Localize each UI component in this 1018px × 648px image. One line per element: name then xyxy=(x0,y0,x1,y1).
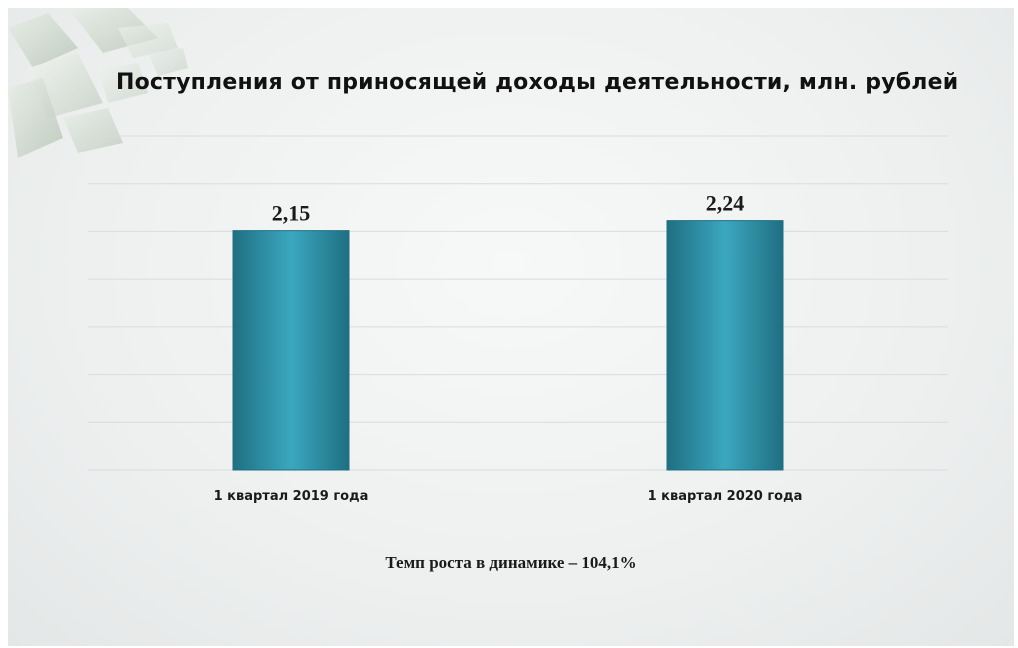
slide: Поступления от приносящей доходы деятель… xyxy=(8,8,1014,646)
category-label-1: 1 квартал 2019 года xyxy=(214,489,369,504)
category-label-2: 1 квартал 2020 года xyxy=(648,489,803,504)
paper-sheets-decoration xyxy=(8,8,188,158)
category-labels: 1 квартал 2019 года 1 квартал 2020 года xyxy=(214,489,803,504)
bar-chart: 2,15 2,24 1 квартал 2019 года 1 квартал 20… xyxy=(88,135,948,504)
grid-lines xyxy=(88,135,948,471)
data-labels: 2,15 2,24 xyxy=(272,191,745,226)
bar-2 xyxy=(666,220,784,471)
growth-rate-note: Темп роста в динамике – 104,1% xyxy=(385,553,637,572)
data-label-1: 2,15 xyxy=(272,201,311,226)
bar-1 xyxy=(232,230,350,471)
slide-title: Поступления от приносящей доходы деятель… xyxy=(116,70,959,95)
bars xyxy=(232,220,784,471)
data-label-2: 2,24 xyxy=(706,191,745,216)
